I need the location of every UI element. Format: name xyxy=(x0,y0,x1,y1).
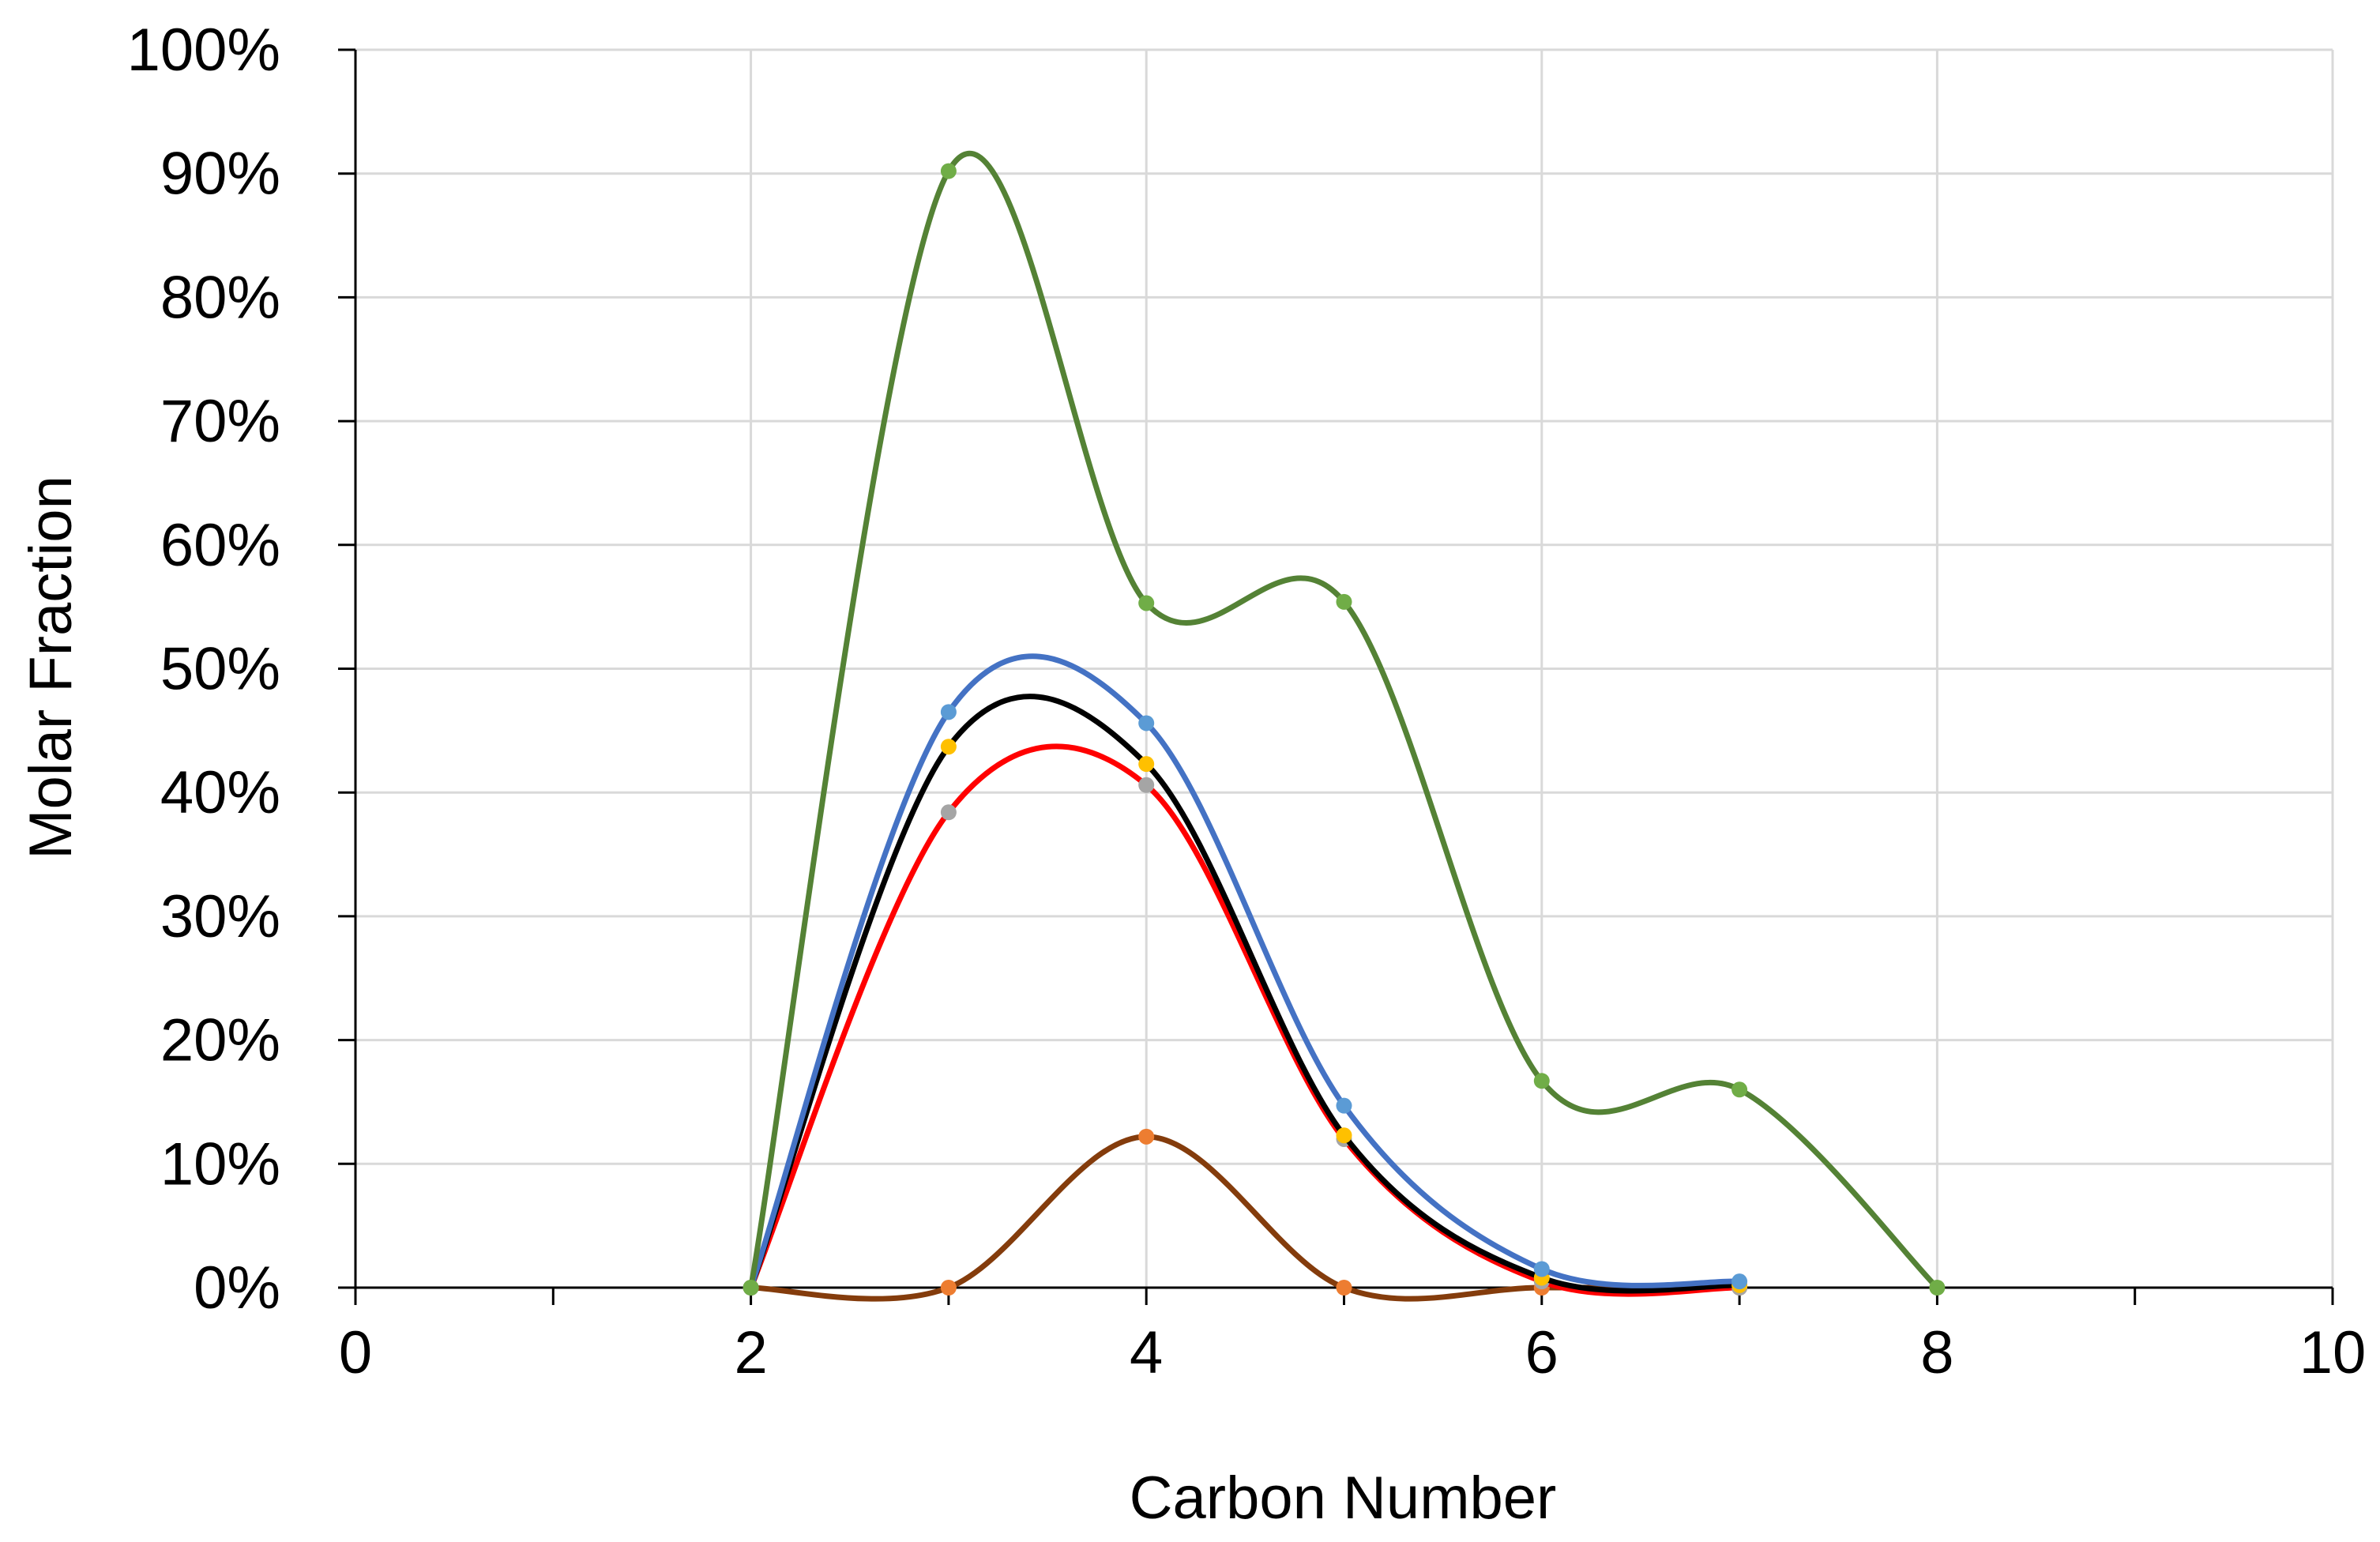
series-5 xyxy=(743,150,1946,1296)
data-point xyxy=(1929,1280,1946,1296)
y-axis-title: Molar Fraction xyxy=(17,476,85,859)
data-point xyxy=(940,804,957,821)
y-tick-label: 50% xyxy=(160,636,280,703)
data-point xyxy=(1138,1128,1155,1145)
data-point xyxy=(1336,1097,1352,1114)
data-point xyxy=(1336,1280,1352,1296)
y-tick-label: 0% xyxy=(194,1254,280,1322)
series-line xyxy=(748,653,1740,1289)
x-tick-label: 6 xyxy=(1525,1319,1558,1386)
data-point xyxy=(1336,593,1352,610)
data-point xyxy=(1138,715,1155,732)
data-point xyxy=(940,1280,957,1296)
axes xyxy=(338,48,2334,1305)
x-tick-label: 8 xyxy=(1920,1319,1953,1386)
data-point xyxy=(1138,756,1155,773)
data-point xyxy=(1336,1127,1352,1144)
series-line xyxy=(748,150,1939,1290)
y-tick-label: 100% xyxy=(127,17,280,84)
data-point xyxy=(1138,777,1155,793)
y-tick-label: 70% xyxy=(160,388,280,455)
y-tick-label: 60% xyxy=(160,512,280,579)
y-tick-label: 40% xyxy=(160,759,280,826)
y-tick-labels: 0% 10% 20% 30% 40% 50% 60% 70% 80% 90% 100% xyxy=(127,17,280,1322)
y-tick-label: 10% xyxy=(160,1130,280,1198)
data-series xyxy=(743,150,1946,1302)
y-tick-label: 80% xyxy=(160,264,280,331)
series-1 xyxy=(743,1128,1748,1302)
x-tick-label: 2 xyxy=(734,1319,767,1386)
data-point xyxy=(940,163,957,179)
x-tick-label: 0 xyxy=(339,1319,372,1386)
data-point xyxy=(940,739,957,755)
data-point xyxy=(743,1280,759,1296)
x-tick-label: 10 xyxy=(2299,1319,2367,1386)
x-tick-label: 4 xyxy=(1130,1319,1163,1386)
data-point xyxy=(1731,1273,1748,1290)
data-point xyxy=(1533,1261,1550,1277)
data-point xyxy=(940,704,957,720)
y-tick-label: 90% xyxy=(160,141,280,208)
data-point xyxy=(1138,595,1155,611)
x-tick-labels: 0 2 4 6 8 10 xyxy=(339,1319,2366,1386)
series-line xyxy=(750,1134,1740,1302)
y-tick-label: 20% xyxy=(160,1007,280,1074)
x-axis-title: Carbon Number xyxy=(1130,1465,1557,1532)
y-tick-label: 30% xyxy=(160,883,280,950)
data-point xyxy=(1731,1081,1748,1098)
series-line xyxy=(748,743,1740,1297)
data-point xyxy=(1533,1073,1550,1089)
